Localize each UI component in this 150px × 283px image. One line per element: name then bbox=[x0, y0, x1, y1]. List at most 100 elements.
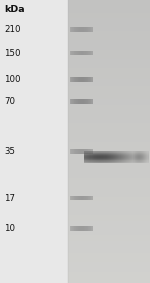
Bar bbox=[112, 154, 113, 155]
Bar bbox=[68, 282, 150, 283]
Bar bbox=[92, 151, 93, 152]
Bar bbox=[68, 243, 150, 245]
Bar bbox=[114, 158, 115, 159]
Bar bbox=[110, 152, 111, 153]
Bar bbox=[68, 133, 150, 134]
Bar bbox=[132, 157, 134, 158]
Bar bbox=[130, 154, 131, 155]
Bar bbox=[68, 236, 150, 238]
Bar bbox=[124, 157, 125, 158]
Bar bbox=[97, 160, 98, 161]
Bar bbox=[88, 162, 89, 163]
Bar bbox=[68, 198, 150, 200]
Bar bbox=[89, 152, 90, 153]
Bar bbox=[140, 151, 141, 152]
Bar bbox=[139, 152, 140, 153]
Bar bbox=[68, 260, 150, 262]
Bar bbox=[97, 151, 98, 152]
Bar bbox=[68, 269, 150, 270]
Bar bbox=[97, 156, 98, 157]
Bar bbox=[141, 160, 142, 161]
Bar bbox=[68, 109, 150, 110]
Bar bbox=[104, 161, 105, 162]
Bar bbox=[101, 157, 102, 158]
Bar bbox=[94, 162, 95, 163]
Bar bbox=[116, 152, 117, 153]
Bar bbox=[123, 160, 124, 161]
Bar bbox=[92, 99, 93, 104]
Bar bbox=[142, 160, 143, 161]
Bar bbox=[117, 155, 118, 156]
Bar bbox=[92, 226, 93, 231]
Bar bbox=[117, 160, 118, 161]
Bar bbox=[97, 159, 98, 160]
Bar bbox=[93, 162, 94, 163]
Bar bbox=[135, 160, 136, 161]
Bar bbox=[81, 77, 82, 82]
Bar bbox=[82, 99, 83, 104]
Bar bbox=[112, 162, 113, 163]
Bar bbox=[90, 151, 92, 152]
Bar bbox=[147, 155, 148, 156]
Bar bbox=[101, 155, 102, 156]
Bar bbox=[129, 160, 130, 161]
Bar bbox=[127, 153, 128, 154]
Bar bbox=[146, 161, 147, 162]
Bar bbox=[68, 67, 150, 68]
Bar bbox=[144, 160, 145, 161]
Bar bbox=[82, 27, 83, 32]
Bar bbox=[98, 162, 99, 163]
Bar bbox=[139, 162, 140, 163]
Bar bbox=[108, 162, 109, 163]
Bar bbox=[112, 160, 113, 161]
Bar bbox=[129, 151, 130, 152]
Bar bbox=[68, 8, 150, 10]
Bar bbox=[68, 54, 150, 55]
Bar bbox=[127, 160, 128, 161]
Bar bbox=[68, 246, 150, 248]
Bar bbox=[102, 151, 103, 152]
Bar bbox=[68, 23, 150, 24]
Bar bbox=[108, 157, 109, 158]
Bar bbox=[105, 156, 106, 157]
Bar bbox=[140, 160, 141, 161]
Bar bbox=[68, 204, 150, 205]
Bar bbox=[126, 162, 127, 163]
Bar bbox=[101, 159, 102, 160]
Bar bbox=[130, 156, 131, 157]
Bar bbox=[106, 160, 108, 161]
Bar bbox=[106, 153, 108, 154]
Bar bbox=[68, 175, 150, 177]
Bar bbox=[140, 153, 141, 154]
Bar bbox=[68, 76, 150, 78]
Bar bbox=[124, 160, 125, 161]
Bar bbox=[68, 173, 150, 174]
Bar bbox=[89, 226, 90, 231]
Bar bbox=[119, 152, 121, 153]
Bar bbox=[68, 89, 150, 91]
Bar bbox=[123, 156, 124, 157]
Bar bbox=[96, 154, 97, 155]
Bar bbox=[121, 154, 122, 155]
Bar bbox=[102, 161, 103, 162]
Bar bbox=[68, 44, 150, 45]
Bar bbox=[84, 27, 85, 32]
Bar bbox=[144, 154, 145, 155]
Bar bbox=[146, 155, 147, 156]
Bar bbox=[76, 196, 77, 200]
Bar bbox=[83, 27, 84, 32]
Bar bbox=[68, 120, 150, 122]
Bar bbox=[132, 160, 134, 161]
Bar bbox=[68, 168, 150, 170]
Bar bbox=[72, 99, 73, 104]
Bar bbox=[68, 6, 150, 7]
Text: 70: 70 bbox=[4, 97, 15, 106]
Bar bbox=[79, 77, 80, 82]
Bar bbox=[134, 156, 135, 157]
Bar bbox=[110, 154, 111, 155]
Bar bbox=[142, 152, 143, 153]
Bar bbox=[121, 153, 122, 154]
Bar bbox=[127, 159, 128, 160]
Bar bbox=[110, 160, 111, 161]
Bar bbox=[86, 158, 87, 159]
